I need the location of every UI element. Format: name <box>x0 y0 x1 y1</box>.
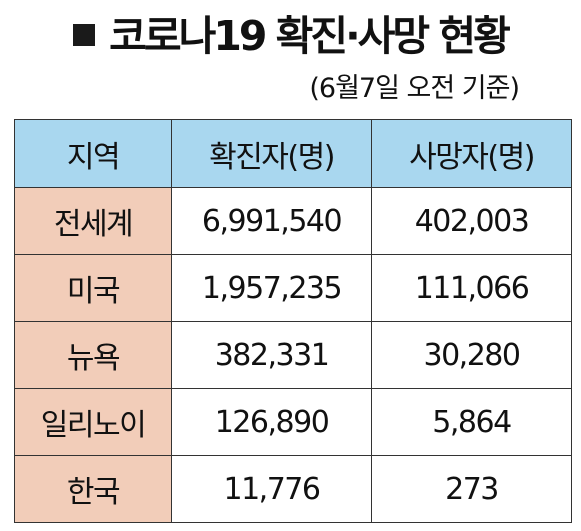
reference-time-note: (6월7일 오전 기준) <box>309 73 520 104</box>
region-cell: 미국 <box>14 254 172 322</box>
header-region: 지역 <box>14 119 172 188</box>
confirmed-cell: 6,991,540 <box>171 187 372 255</box>
table-row: 전세계 6,991,540 402,003 <box>14 187 572 255</box>
table-row: 일리노이 126,890 5,864 <box>14 388 572 456</box>
confirmed-cell: 126,890 <box>171 388 372 456</box>
covid-status-table: 지역 확진자(명) 사망자(명) 전세계 6,991,540 402,003 미… <box>14 119 572 523</box>
square-bullet-icon <box>73 24 96 46</box>
region-cell: 전세계 <box>14 187 172 255</box>
confirmed-cell: 1,957,235 <box>171 254 372 322</box>
title-text: 코로나19 확진·사망 현황 <box>109 12 511 60</box>
deaths-cell: 273 <box>371 455 572 523</box>
header-confirmed: 확진자(명) <box>171 119 372 188</box>
confirmed-cell: 11,776 <box>171 455 372 523</box>
table-row: 미국 1,957,235 111,066 <box>14 254 572 322</box>
deaths-cell: 111,066 <box>371 254 572 322</box>
page-title: 코로나19 확진·사망 현황 <box>0 10 581 62</box>
deaths-cell: 30,280 <box>371 321 572 389</box>
region-cell: 한국 <box>14 455 172 523</box>
deaths-cell: 402,003 <box>371 187 572 255</box>
table-row: 한국 11,776 273 <box>14 455 572 523</box>
region-cell: 뉴욕 <box>14 321 172 389</box>
deaths-cell: 5,864 <box>371 388 572 456</box>
region-cell: 일리노이 <box>14 388 172 456</box>
table-row: 뉴욕 382,331 30,280 <box>14 321 572 389</box>
confirmed-cell: 382,331 <box>171 321 372 389</box>
table-header-row: 지역 확진자(명) 사망자(명) <box>14 119 572 188</box>
header-deaths: 사망자(명) <box>371 119 572 188</box>
